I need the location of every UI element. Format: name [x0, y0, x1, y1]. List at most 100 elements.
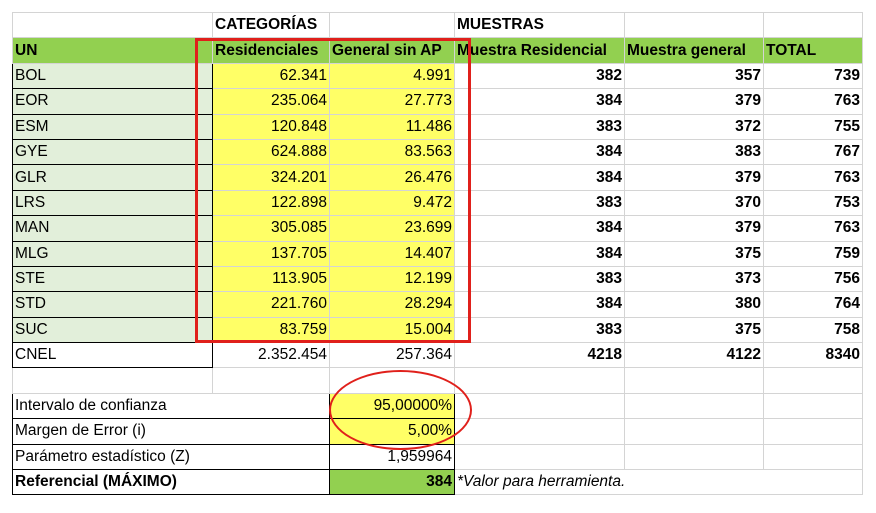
header-un[interactable]: UN	[12, 37, 213, 64]
cell-total[interactable]: 753	[763, 189, 863, 217]
cell-empty[interactable]	[212, 367, 330, 394]
cell-muestra-residencial[interactable]: 383	[454, 265, 625, 293]
cell-muestra-general[interactable]: 370	[624, 189, 764, 217]
cell-muestra-general[interactable]: 375	[624, 240, 764, 267]
cell-total[interactable]: 767	[763, 138, 863, 166]
cell-general-sin-ap[interactable]: 4.991	[329, 62, 455, 90]
cell-muestra-residencial[interactable]: 384	[454, 138, 625, 166]
cell-total[interactable]: 763	[763, 164, 863, 191]
cell-empty[interactable]	[454, 367, 625, 394]
cell-empty[interactable]	[329, 367, 455, 394]
cell-empty[interactable]	[624, 367, 764, 394]
cell-muestra-general[interactable]: 373	[624, 265, 764, 293]
cell-muestra-general[interactable]: 383	[624, 138, 764, 166]
cell-un[interactable]: STE	[12, 265, 213, 293]
param-value-margen[interactable]: 5,00%	[329, 418, 455, 445]
cell-empty[interactable]	[624, 392, 764, 420]
cell-muestra-residencial[interactable]: 384	[454, 291, 625, 318]
cell-general-sin-ap[interactable]: 257.364	[329, 342, 455, 369]
cell-general-sin-ap[interactable]: 11.486	[329, 113, 455, 140]
cell-un[interactable]: BOL	[12, 62, 213, 90]
cell-un[interactable]: STD	[12, 291, 213, 318]
cell-general-sin-ap[interactable]: 14.407	[329, 240, 455, 267]
cell-muestra-residencial[interactable]: 383	[454, 113, 625, 140]
cell-un[interactable]: SUC	[12, 316, 213, 344]
cell-empty[interactable]	[454, 418, 625, 445]
param-label-intervalo[interactable]: Intervalo de confianza	[12, 392, 330, 420]
cell-muestra-residencial[interactable]: 4218	[454, 342, 625, 369]
cell-general-sin-ap[interactable]: 27.773	[329, 88, 455, 115]
header-muestra-general[interactable]: Muestra general	[624, 37, 764, 64]
cell-empty[interactable]	[763, 418, 863, 445]
cell-general-sin-ap[interactable]: 12.199	[329, 265, 455, 293]
cell-un[interactable]: MAN	[12, 215, 213, 242]
cell-general-sin-ap[interactable]: 9.472	[329, 189, 455, 217]
cell-un[interactable]: MLG	[12, 240, 213, 267]
header-general-sin-ap[interactable]: General sin AP	[329, 37, 455, 64]
param-value-parametro[interactable]: 1,959964	[329, 443, 455, 471]
param-label-margen[interactable]: Margen de Error (i)	[12, 418, 330, 445]
cell-empty[interactable]	[624, 443, 764, 471]
cell-general-sin-ap[interactable]: 28.294	[329, 291, 455, 318]
cell-muestra-residencial[interactable]: 384	[454, 88, 625, 115]
cell-residenciales[interactable]: 305.085	[212, 215, 330, 242]
cell-muestra-general[interactable]: 4122	[624, 342, 764, 369]
cell-total[interactable]: 763	[763, 215, 863, 242]
cell-total[interactable]: 755	[763, 113, 863, 140]
header-muestra-residencial[interactable]: Muestra Residencial	[454, 37, 625, 64]
cell-un[interactable]: CNEL	[12, 342, 213, 369]
cell-empty[interactable]	[454, 443, 625, 471]
cell-residenciales[interactable]: 221.760	[212, 291, 330, 318]
cell-residenciales[interactable]: 122.898	[212, 189, 330, 217]
header-categorias[interactable]: CATEGORÍAS	[212, 11, 330, 39]
cell-muestra-residencial[interactable]: 384	[454, 164, 625, 191]
cell-muestra-general[interactable]: 357	[624, 62, 764, 90]
cell-muestra-general[interactable]: 380	[624, 291, 764, 318]
header-muestras[interactable]: MUESTRAS	[454, 11, 625, 39]
cell-empty[interactable]	[12, 11, 213, 39]
cell-empty[interactable]	[763, 392, 863, 420]
param-label-referencial[interactable]: Referencial (MÁXIMO)	[12, 469, 330, 496]
cell-residenciales[interactable]: 235.064	[212, 88, 330, 115]
cell-muestra-general[interactable]: 372	[624, 113, 764, 140]
cell-empty[interactable]	[763, 443, 863, 471]
cell-empty[interactable]	[624, 418, 764, 445]
cell-residenciales[interactable]: 83.759	[212, 316, 330, 344]
cell-muestra-general[interactable]: 379	[624, 215, 764, 242]
cell-muestra-general[interactable]: 375	[624, 316, 764, 344]
cell-muestra-residencial[interactable]: 383	[454, 189, 625, 217]
cell-un[interactable]: GYE	[12, 138, 213, 166]
cell-residenciales[interactable]: 137.705	[212, 240, 330, 267]
cell-total[interactable]: 758	[763, 316, 863, 344]
cell-total[interactable]: 763	[763, 88, 863, 115]
cell-residenciales[interactable]: 113.905	[212, 265, 330, 293]
cell-empty[interactable]	[12, 367, 213, 394]
cell-un[interactable]: LRS	[12, 189, 213, 217]
cell-empty[interactable]	[763, 11, 863, 39]
cell-total[interactable]: 756	[763, 265, 863, 293]
cell-empty[interactable]	[329, 11, 455, 39]
header-residenciales[interactable]: Residenciales	[212, 37, 330, 64]
cell-muestra-general[interactable]: 379	[624, 164, 764, 191]
cell-muestra-general[interactable]: 379	[624, 88, 764, 115]
param-label-parametro[interactable]: Parámetro estadístico (Z)	[12, 443, 330, 471]
cell-general-sin-ap[interactable]: 83.563	[329, 138, 455, 166]
cell-residenciales[interactable]: 2.352.454	[212, 342, 330, 369]
cell-muestra-residencial[interactable]: 384	[454, 240, 625, 267]
cell-general-sin-ap[interactable]: 15.004	[329, 316, 455, 344]
param-value-referencial[interactable]: 384	[329, 469, 455, 496]
cell-residenciales[interactable]: 62.341	[212, 62, 330, 90]
cell-total[interactable]: 739	[763, 62, 863, 90]
cell-muestra-residencial[interactable]: 382	[454, 62, 625, 90]
cell-empty[interactable]	[454, 392, 625, 420]
cell-residenciales[interactable]: 324.201	[212, 164, 330, 191]
cell-un[interactable]: GLR	[12, 164, 213, 191]
cell-general-sin-ap[interactable]: 23.699	[329, 215, 455, 242]
cell-muestra-residencial[interactable]: 384	[454, 215, 625, 242]
cell-empty[interactable]	[763, 367, 863, 394]
header-total[interactable]: TOTAL	[763, 37, 863, 64]
cell-total[interactable]: 8340	[763, 342, 863, 369]
cell-residenciales[interactable]: 120.848	[212, 113, 330, 140]
cell-empty[interactable]	[624, 11, 764, 39]
cell-muestra-residencial[interactable]: 383	[454, 316, 625, 344]
